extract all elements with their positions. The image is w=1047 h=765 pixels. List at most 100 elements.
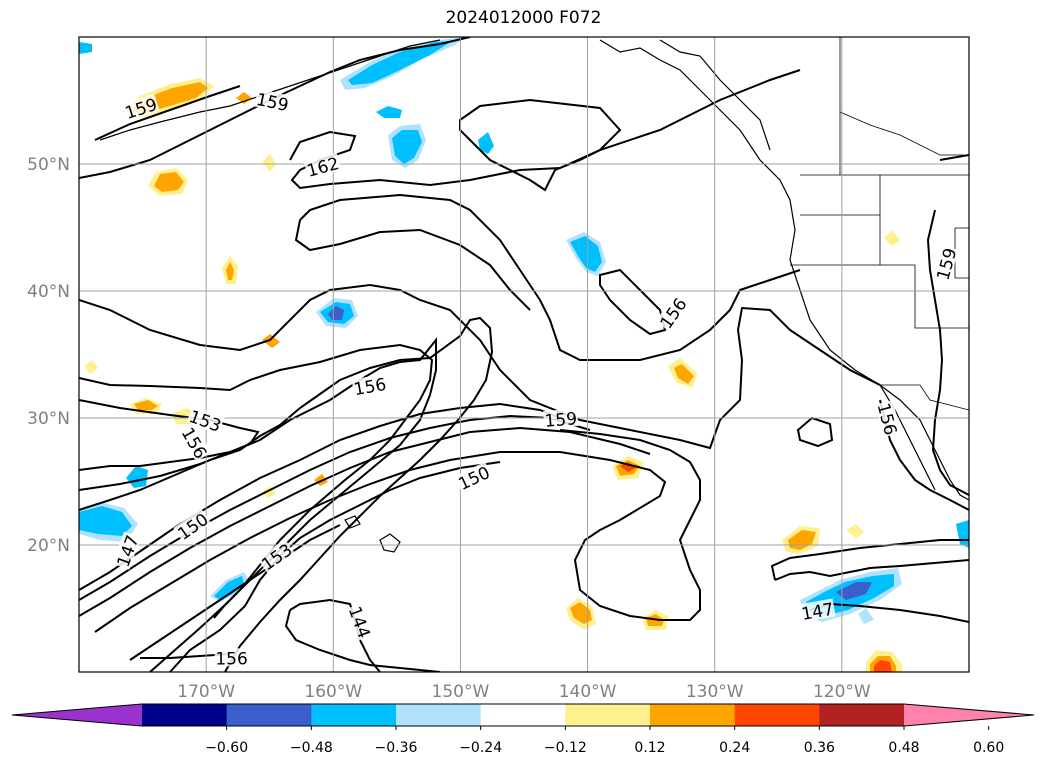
negative-anomaly-patch — [79, 506, 132, 536]
contour-line — [79, 316, 494, 672]
colorbar-tick-label: −0.12 — [544, 740, 587, 756]
latitude-tick-label: 50°N — [27, 155, 70, 175]
colorbar-swatch — [480, 704, 566, 726]
colorbar-tick-label: 0.12 — [634, 740, 665, 756]
positive-anomaly-patch — [226, 262, 234, 280]
map-title: 2024012000 F072 — [445, 8, 602, 28]
map-background — [79, 37, 969, 672]
negative-anomaly-patch — [836, 582, 872, 600]
contour-line — [459, 98, 622, 192]
contour-label-background — [214, 648, 249, 667]
positive-anomaly-patch — [874, 660, 892, 672]
contour-line — [284, 609, 441, 672]
positive-anomaly-patch — [570, 602, 592, 624]
colorbar-swatch — [565, 704, 651, 726]
coastline — [599, 39, 969, 501]
colorbar-swatch — [650, 704, 736, 726]
positive-anomaly-patch — [134, 400, 158, 410]
colorbar-swatch — [396, 704, 482, 726]
negative-anomaly-patch — [478, 132, 494, 154]
latitude-tick-label: 20°N — [27, 536, 70, 556]
latitude-tick-label: 30°N — [27, 409, 70, 429]
longitude-tick-labels: 170°W 160°W 150°W 140°W 130°W 120°W — [177, 682, 871, 702]
contour-label-group: 156 — [214, 648, 249, 669]
longitude-tick-label: 140°W — [559, 682, 617, 702]
contour-label-group: 159 — [542, 408, 579, 432]
positive-anomaly-patch — [846, 524, 864, 538]
border-line — [880, 264, 969, 329]
political-borders — [790, 37, 969, 411]
height-contours — [79, 37, 969, 672]
positive-anomaly-patch — [236, 92, 252, 104]
contour-line — [79, 337, 437, 672]
border-line — [954, 227, 969, 279]
contour-line — [289, 69, 801, 190]
contour-line — [169, 461, 501, 672]
colorbar-tick-label: 0.36 — [804, 740, 835, 756]
contour-line — [129, 524, 341, 661]
contour-label-background — [178, 423, 212, 462]
positive-anomaly-patch — [84, 360, 98, 374]
contour-label-background — [254, 88, 292, 114]
coastline — [659, 39, 771, 151]
contour-label-background — [303, 152, 342, 179]
contour-line — [79, 283, 881, 450]
contour-line — [926, 154, 969, 496]
longitude-tick-label: 130°W — [686, 682, 744, 702]
colorbar-tick-label: 0.60 — [973, 740, 1004, 756]
contour-label-background — [542, 408, 579, 429]
colorbar-extend-min — [12, 704, 142, 726]
negative-anomaly-patch — [214, 576, 244, 600]
positive-anomaly-patch — [262, 334, 280, 348]
contour-label-background — [799, 598, 836, 623]
map-frame — [78, 36, 970, 673]
colorbar-tick-label: −0.24 — [459, 740, 502, 756]
longitude-tick-label: 170°W — [177, 682, 235, 702]
contour-line — [79, 402, 561, 591]
colorbar: −0.60 −0.48 −0.36 −0.24 −0.12 0.12 0.24 0.36 0.4… — [11, 703, 1035, 756]
contour-label-background — [351, 373, 389, 398]
contour-line — [79, 37, 471, 179]
graticule — [79, 37, 969, 672]
colorbar-swatch — [142, 704, 228, 726]
contour-line — [94, 429, 701, 633]
negative-anomaly-patch — [376, 106, 402, 118]
anomaly-shading — [79, 37, 969, 672]
positive-anomaly-patch — [884, 230, 900, 246]
colorbar-tick-label: 0.24 — [719, 740, 750, 756]
contour-line — [79, 414, 591, 601]
contour-label-background — [121, 93, 160, 122]
negative-anomaly-patch — [328, 306, 344, 320]
border-line — [839, 111, 969, 156]
negative-anomaly-patch — [858, 608, 874, 624]
contour-label-background — [454, 461, 493, 493]
island — [379, 533, 401, 553]
negative-anomaly-patch — [348, 41, 452, 85]
colorbar-swatch — [226, 704, 312, 726]
contour-line — [94, 85, 241, 141]
latitude-tick-label: 40°N — [27, 282, 70, 302]
contour-label: 156 — [215, 649, 247, 669]
contour-line — [774, 559, 969, 581]
colorbar-tick-label: −0.60 — [205, 740, 248, 756]
longitude-tick-label: 160°W — [304, 682, 362, 702]
latitude-tick-labels: 20°N 30°N 40°N 50°N — [27, 155, 70, 556]
contour-label-background — [112, 531, 141, 570]
colorbar-outline — [11, 703, 1035, 727]
contour-label-background — [186, 405, 225, 435]
island — [344, 515, 361, 529]
contour-label-background — [173, 508, 212, 543]
longitude-tick-label: 150°W — [432, 682, 490, 702]
colorbar-swatch — [311, 704, 397, 726]
colorbar-swatch — [734, 704, 820, 726]
border-line — [880, 384, 969, 411]
contour-line — [299, 193, 801, 361]
contour-line — [79, 343, 434, 619]
colorbar-tick-label: 0.48 — [888, 740, 919, 756]
contour-label-background — [875, 400, 902, 438]
colorbar-tick-label: −0.36 — [375, 740, 418, 756]
positive-anomaly-patch — [154, 172, 184, 192]
